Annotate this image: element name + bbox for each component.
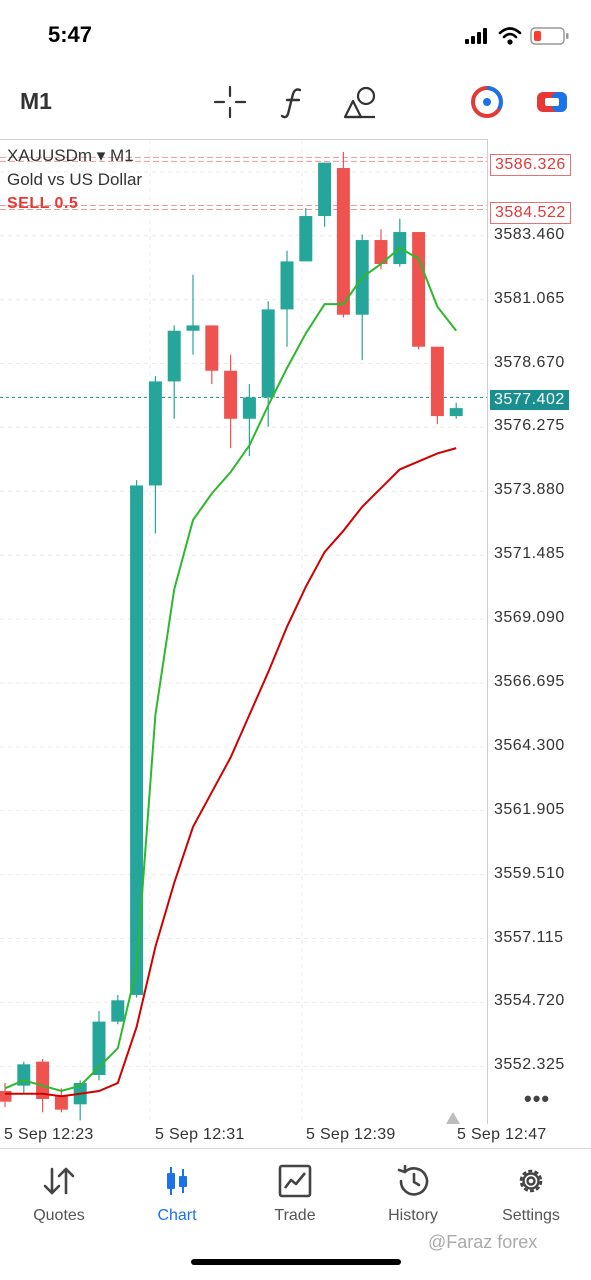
candle-body (36, 1061, 50, 1099)
candle-body (261, 309, 275, 398)
price-axis-label: 3581.065 (494, 289, 565, 307)
order-label: SELL 0.5 (7, 195, 79, 212)
candle-body (242, 397, 256, 419)
home-indicator (191, 1259, 401, 1265)
candle-body (318, 162, 332, 217)
time-axis-label: 5 Sep 12:23 (4, 1126, 94, 1143)
tab-quotes[interactable]: Quotes (0, 1149, 118, 1239)
price-axis-label: 3554.720 (494, 992, 565, 1010)
signal-icon (465, 28, 489, 44)
candle-body (111, 1000, 125, 1022)
time-axis-label: 5 Sep 12:31 (155, 1126, 245, 1143)
chart-description: Gold vs US Dollar (7, 170, 143, 189)
candle-body (186, 325, 200, 331)
function-icon[interactable] (276, 84, 312, 120)
tab-label: Chart (157, 1207, 197, 1224)
candle-body (205, 325, 219, 371)
timeframe-button[interactable]: M1 (20, 88, 52, 114)
tab-settings[interactable]: Settings (472, 1149, 590, 1239)
tab-bar: Quotes Chart Trade History (0, 1148, 591, 1239)
price-axis-label: 3583.460 (494, 225, 565, 243)
timeframe-circle-icon[interactable] (469, 84, 505, 120)
watermark-text: @Faraz forex (428, 1232, 538, 1252)
wifi-icon (498, 27, 522, 45)
candle-body (299, 216, 313, 262)
price-axis-label: 3578.670 (494, 353, 565, 371)
candle-body (148, 381, 162, 486)
candle-body (130, 485, 144, 995)
tab-label: Trade (274, 1207, 316, 1224)
more-menu-button[interactable]: ••• (524, 1086, 551, 1111)
ma-slow-line (5, 447, 457, 1098)
price-chart[interactable] (0, 0, 591, 1150)
tab-label: Quotes (33, 1207, 85, 1224)
price-axis-label: 3576.275 (494, 417, 565, 435)
price-axis-label: 3571.485 (494, 545, 565, 563)
time-axis-label: 5 Sep 12:39 (306, 1126, 396, 1143)
price-axis-label: 3561.905 (494, 800, 565, 818)
candle-body (167, 330, 181, 382)
crosshair-icon[interactable] (212, 84, 248, 120)
time-axis-label: 5 Sep 12:47 (457, 1126, 547, 1143)
tab-label: History (388, 1207, 438, 1224)
price-axis-label: 3569.090 (494, 609, 565, 627)
tab-trade[interactable]: Trade (236, 1149, 354, 1239)
candle-body (0, 1090, 12, 1102)
candle-body (412, 232, 426, 347)
quotes-arrows-icon (43, 1167, 75, 1195)
price-axis-label: 3573.880 (494, 481, 565, 499)
price-axis-label: 3557.115 (494, 928, 564, 946)
price-axis-label: 3566.695 (494, 672, 565, 690)
candle-body (92, 1021, 106, 1075)
candle-body (224, 370, 238, 419)
candle-body (430, 346, 444, 417)
tab-history[interactable]: History (354, 1149, 472, 1239)
price-axis-label: 3559.510 (494, 864, 565, 882)
tp-price-tag: 3586.326 (490, 154, 571, 176)
chart-shift-marker (446, 1112, 460, 1124)
trade-chart-icon (278, 1164, 312, 1198)
ma-fast-line (4, 246, 457, 1093)
settings-gear-icon (519, 1169, 543, 1193)
current-price-tag: 3577.402 (490, 390, 569, 410)
candle-body (54, 1096, 68, 1110)
history-clock-icon (397, 1164, 429, 1196)
chart-symbol[interactable]: XAUUSDm ▾ M1 (7, 146, 134, 165)
chart-candles-icon (167, 1167, 187, 1195)
trade-toggle-icon[interactable] (534, 84, 570, 120)
price-axis-label: 3564.300 (494, 736, 565, 754)
candle-body (336, 168, 350, 315)
status-time: 5:47 (48, 22, 93, 47)
entry-price-tag: 3584.522 (490, 202, 571, 224)
price-axis-label: 3552.325 (494, 1056, 565, 1074)
candle-body (449, 408, 463, 417)
candle-body (374, 240, 388, 265)
objects-icon[interactable] (342, 84, 378, 120)
tab-label: Settings (502, 1207, 560, 1224)
battery-icon (530, 27, 569, 45)
candle-body (280, 261, 294, 310)
tab-chart[interactable]: Chart (118, 1149, 236, 1239)
chart-frame[interactable] (0, 139, 488, 1124)
